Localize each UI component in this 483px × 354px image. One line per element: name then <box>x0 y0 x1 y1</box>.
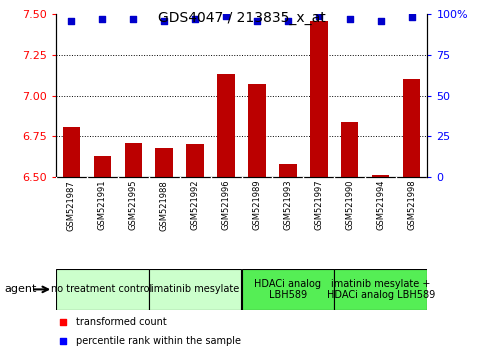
Text: GSM521997: GSM521997 <box>314 180 324 230</box>
Bar <box>403 79 421 177</box>
Text: GSM521995: GSM521995 <box>128 180 138 230</box>
Text: imatinib mesylate: imatinib mesylate <box>151 284 239 295</box>
Text: GSM521991: GSM521991 <box>98 180 107 230</box>
Bar <box>372 175 389 177</box>
Text: percentile rank within the sample: percentile rank within the sample <box>76 336 241 346</box>
Bar <box>56 269 149 310</box>
Bar <box>280 164 297 177</box>
Point <box>191 16 199 22</box>
Text: GSM521994: GSM521994 <box>376 180 385 230</box>
Bar <box>94 156 111 177</box>
Text: GSM521990: GSM521990 <box>345 180 355 230</box>
Bar <box>156 148 172 177</box>
Point <box>315 13 323 19</box>
Bar <box>334 269 427 310</box>
Point <box>253 18 261 23</box>
Text: HDACi analog
LBH589: HDACi analog LBH589 <box>255 279 322 300</box>
Point <box>98 16 106 22</box>
Point <box>222 13 230 19</box>
Bar <box>248 84 266 177</box>
Bar <box>242 269 334 310</box>
Text: GDS4047 / 213835_x_at: GDS4047 / 213835_x_at <box>157 11 326 25</box>
Point <box>346 16 354 22</box>
Bar <box>125 143 142 177</box>
Text: agent: agent <box>5 284 37 295</box>
Point <box>129 16 137 22</box>
Bar <box>62 126 80 177</box>
Text: GSM521998: GSM521998 <box>408 180 416 230</box>
Bar <box>149 269 242 310</box>
Text: GSM521993: GSM521993 <box>284 180 293 230</box>
Point <box>59 338 67 343</box>
Point <box>59 320 67 325</box>
Point <box>377 18 385 23</box>
Text: GSM521988: GSM521988 <box>159 180 169 230</box>
Text: transformed count: transformed count <box>76 318 167 327</box>
Point <box>67 18 75 23</box>
Point <box>284 18 292 23</box>
Bar <box>341 122 358 177</box>
Text: GSM521992: GSM521992 <box>190 180 199 230</box>
Text: GSM521996: GSM521996 <box>222 180 230 230</box>
Text: imatinib mesylate +
HDACi analog LBH589: imatinib mesylate + HDACi analog LBH589 <box>327 279 435 300</box>
Text: GSM521987: GSM521987 <box>67 180 75 230</box>
Point <box>160 18 168 23</box>
Bar <box>311 21 327 177</box>
Bar <box>186 144 203 177</box>
Bar <box>217 74 235 177</box>
Text: GSM521989: GSM521989 <box>253 180 261 230</box>
Point <box>408 15 416 20</box>
Text: no treatment control: no treatment control <box>51 284 153 295</box>
